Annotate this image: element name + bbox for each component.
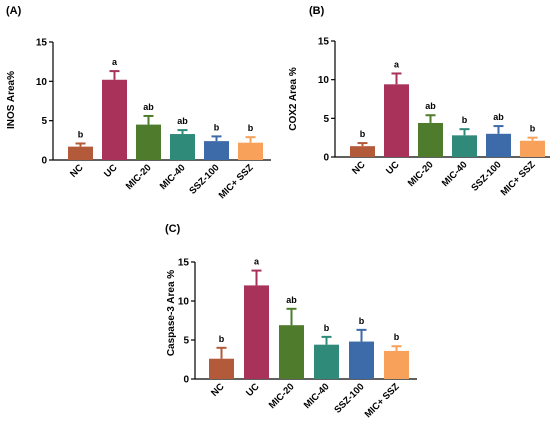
x-tick-label: MIC+ SSZ (499, 159, 538, 198)
panel-label: (C) (165, 223, 181, 235)
panel-label: (A) (6, 5, 22, 17)
bar (349, 341, 374, 379)
significance-label: ab (425, 101, 436, 111)
x-tick-label: NC (68, 162, 86, 180)
significance-label: ab (143, 102, 154, 112)
x-tick-label: MIC-40 (302, 381, 332, 411)
significance-label: b (530, 124, 536, 134)
y-tick-label: 0 (183, 375, 189, 386)
x-tick-label: NC (209, 381, 227, 399)
x-tick-label: MIC+ SSZ (363, 381, 402, 420)
significance-label: b (360, 129, 366, 139)
bar (244, 285, 269, 379)
y-tick-label: 10 (36, 77, 48, 88)
x-tick-label: MIC-40 (158, 162, 188, 192)
x-tick-label: SSZ-100 (187, 162, 221, 196)
y-tick-label: 5 (183, 336, 189, 347)
x-tick-label: UC (244, 381, 262, 399)
bar (204, 141, 229, 160)
bar (350, 146, 375, 157)
bar (314, 344, 339, 379)
bar (68, 146, 93, 160)
x-tick-label: UC (102, 162, 120, 180)
y-tick-label: 10 (318, 75, 330, 86)
bar (170, 134, 195, 160)
significance-label: b (214, 122, 220, 132)
significance-label: b (324, 323, 330, 333)
significance-label: a (112, 57, 118, 67)
bar (209, 358, 234, 379)
x-tick-label: UC (384, 159, 402, 177)
significance-label: b (248, 123, 254, 133)
y-axis-title: INOS Area% (6, 71, 17, 129)
x-tick-label: MIC+ SSZ (217, 162, 256, 201)
y-tick-label: 10 (178, 297, 190, 308)
x-tick-label: NC (350, 159, 368, 177)
y-tick-label: 0 (323, 153, 329, 164)
bar (279, 325, 304, 379)
significance-label: ab (493, 112, 504, 122)
y-tick-label: 0 (41, 156, 47, 167)
y-axis-title: COX2 Area % (288, 67, 299, 131)
y-tick-label: 5 (323, 114, 329, 125)
significance-label: b (78, 129, 84, 139)
x-tick-label: MIC-20 (406, 159, 436, 189)
bar (102, 79, 127, 160)
bar (520, 140, 545, 157)
y-tick-label: 15 (318, 37, 330, 48)
bar (384, 350, 409, 379)
panel-label: (B) (309, 5, 325, 17)
bar (418, 122, 443, 157)
significance-label: b (394, 332, 400, 342)
y-axis-title: Caspase-3 Area % (166, 270, 177, 356)
bar (136, 124, 161, 160)
x-tick-label: MIC-20 (267, 381, 297, 411)
significance-label: b (219, 334, 225, 344)
bar (238, 142, 263, 160)
y-tick-label: 15 (178, 258, 190, 269)
bar (452, 135, 477, 157)
significance-label: ab (286, 295, 297, 305)
y-tick-label: 15 (36, 38, 48, 49)
bar (486, 133, 511, 157)
significance-label: a (394, 59, 400, 69)
x-tick-label: SSZ-100 (469, 159, 503, 193)
significance-label: a (254, 257, 260, 267)
x-tick-label: MIC-40 (440, 159, 470, 189)
significance-label: b (462, 115, 468, 125)
significance-label: ab (177, 116, 188, 126)
y-tick-label: 5 (41, 116, 47, 127)
x-tick-label: SSZ-100 (332, 381, 366, 415)
bar (384, 84, 409, 157)
significance-label: b (359, 316, 365, 326)
x-tick-label: MIC-20 (124, 162, 154, 192)
